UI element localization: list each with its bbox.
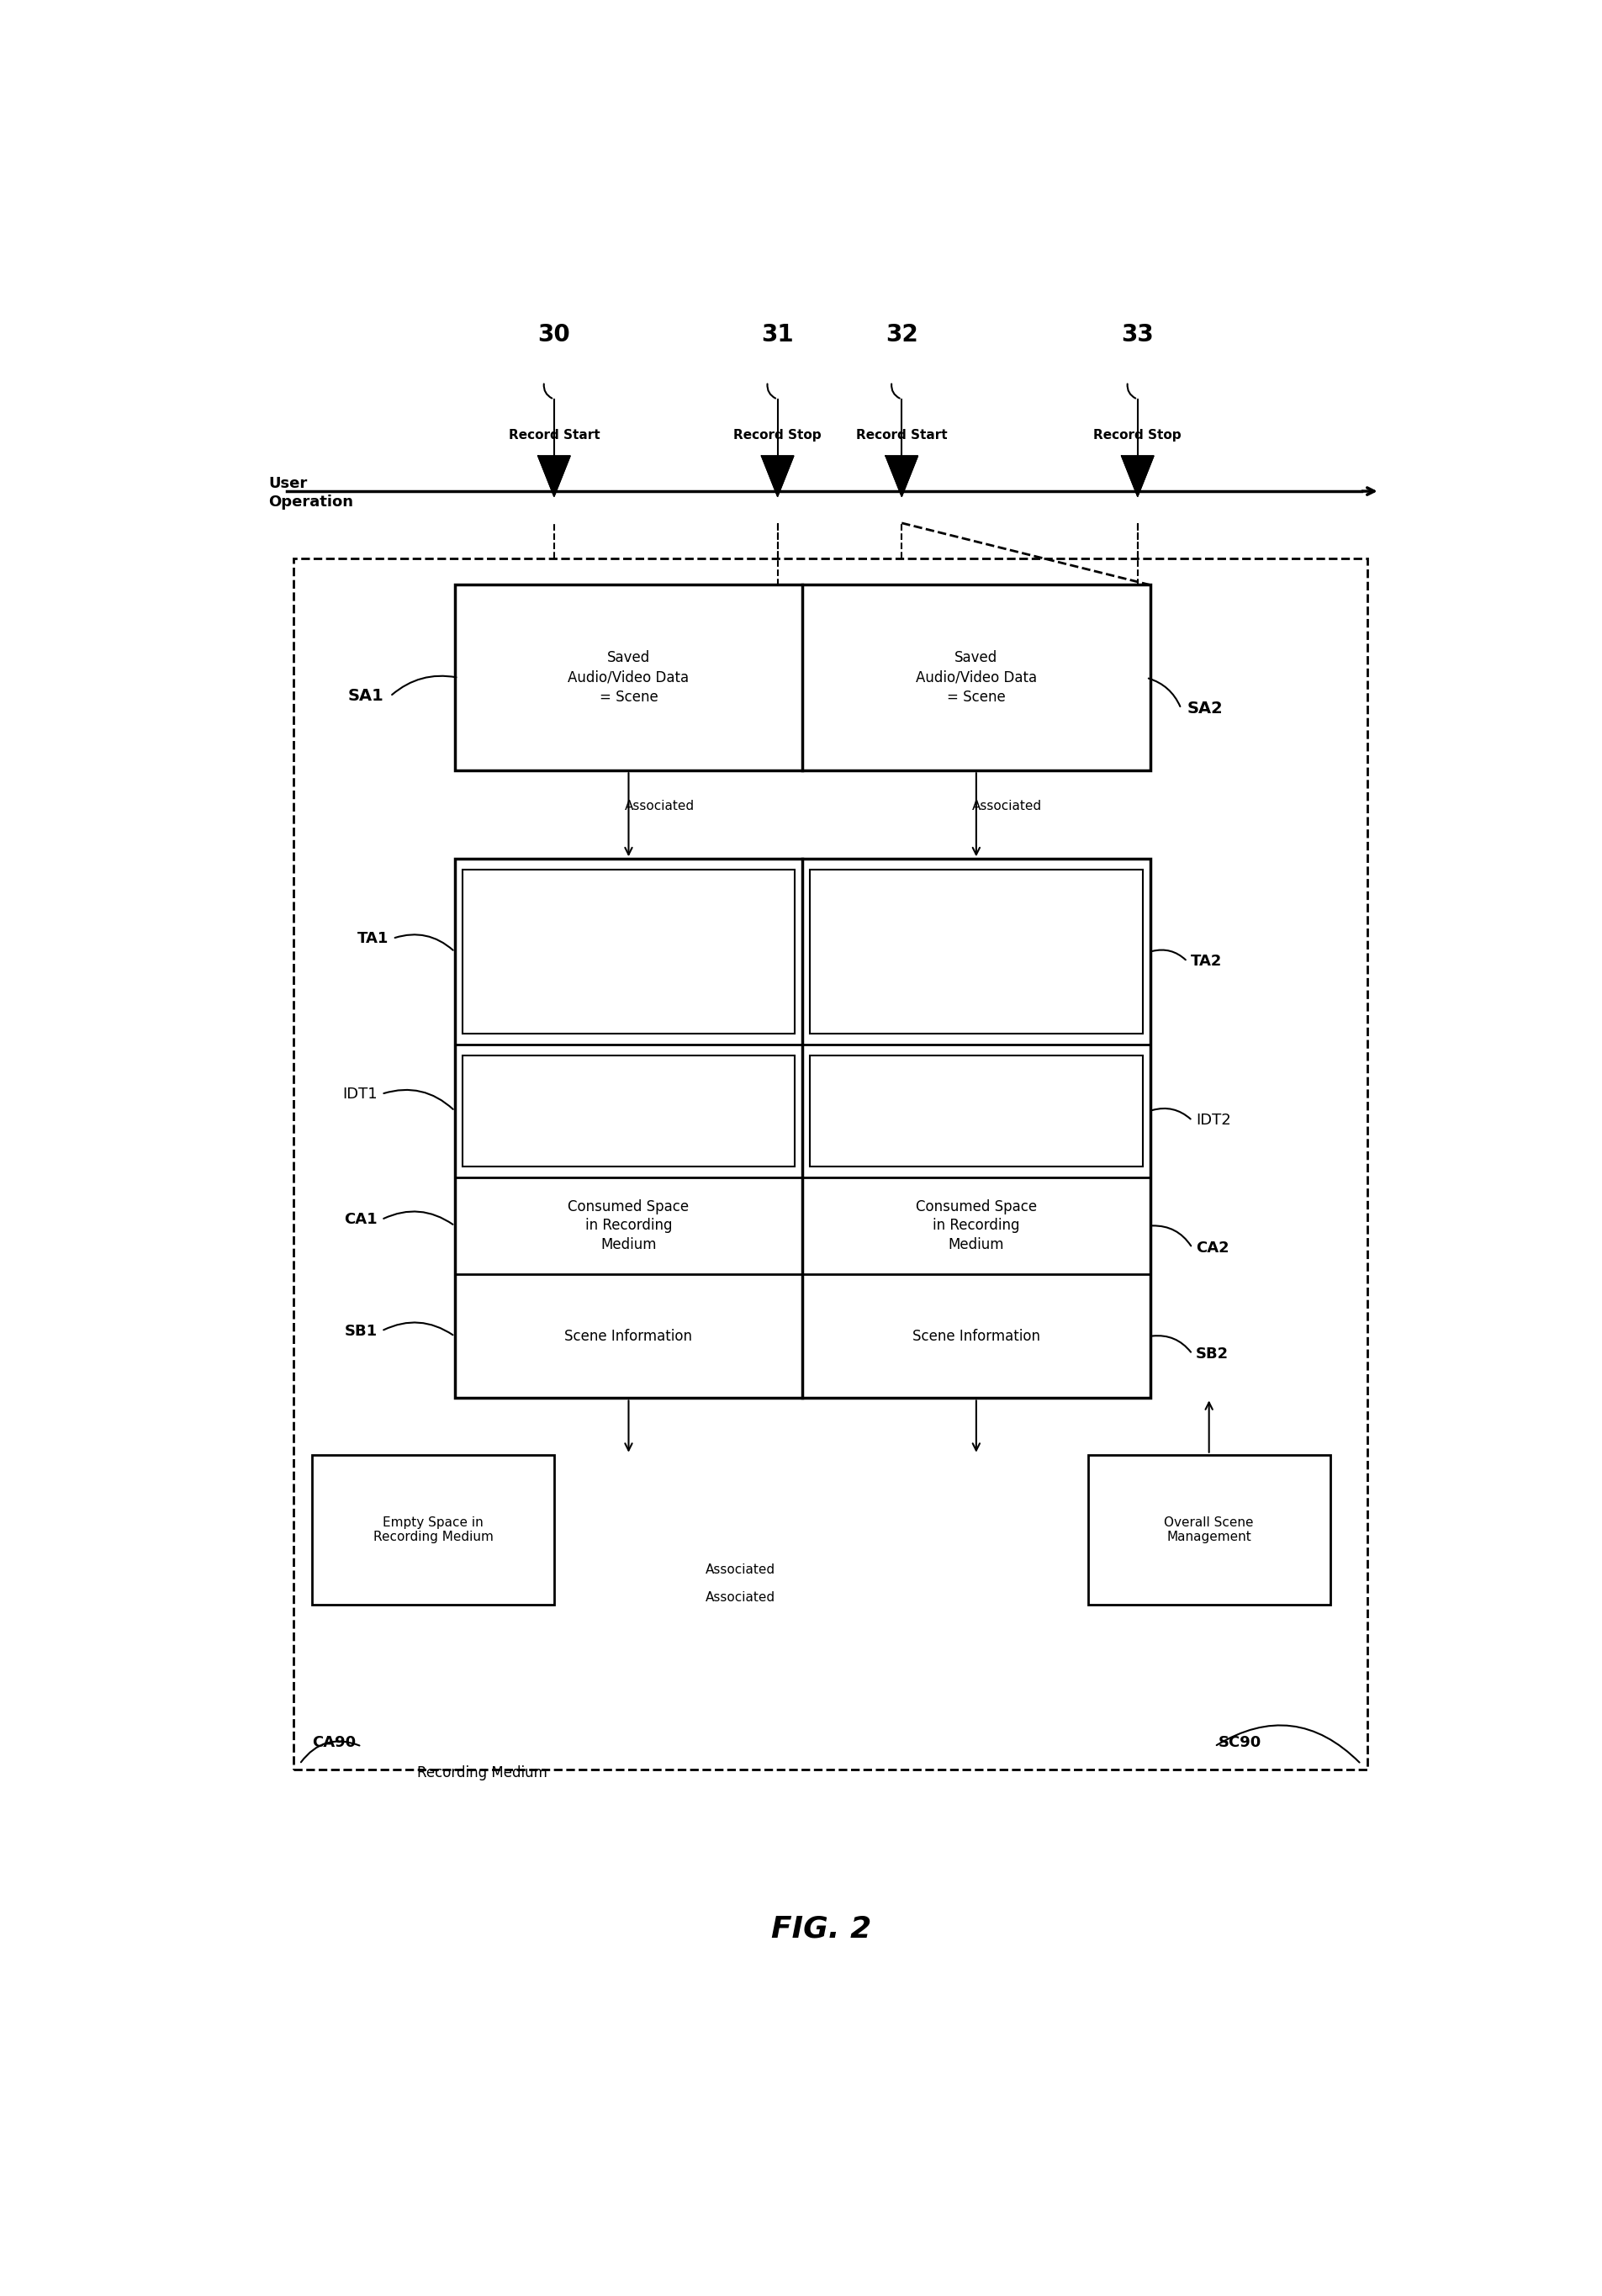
FancyBboxPatch shape [463, 870, 795, 1033]
Text: TA2: TA2 [1190, 953, 1222, 969]
FancyBboxPatch shape [1088, 1456, 1330, 1605]
Text: Saved
Audio/Video Data
= Scene: Saved Audio/Video Data = Scene [916, 650, 1036, 705]
Text: CA90: CA90 [312, 1736, 356, 1750]
Text: SA1: SA1 [348, 689, 384, 705]
Text: Record Start: Record Start [855, 429, 947, 441]
Text: Index: Index [609, 1104, 647, 1118]
Text: Playback Time: Playback Time [578, 944, 679, 960]
Text: CA2: CA2 [1197, 1240, 1229, 1256]
Text: SA2: SA2 [1187, 700, 1224, 716]
Text: TA1: TA1 [357, 930, 389, 946]
Text: IDT2: IDT2 [1197, 1114, 1230, 1127]
Text: Recording Medium: Recording Medium [418, 1766, 548, 1779]
Text: Associated: Associated [625, 799, 695, 813]
Text: Record Start: Record Start [508, 429, 599, 441]
Polygon shape [761, 457, 793, 496]
FancyBboxPatch shape [455, 859, 1150, 1398]
Text: Associated: Associated [705, 1591, 775, 1605]
Text: IDT1: IDT1 [343, 1086, 378, 1102]
Text: Associated: Associated [972, 799, 1043, 813]
Text: Consumed Space
in Recording
Medium: Consumed Space in Recording Medium [916, 1199, 1036, 1251]
Text: SB1: SB1 [344, 1322, 378, 1339]
Text: SC90: SC90 [1218, 1736, 1261, 1750]
Text: Scene Information: Scene Information [564, 1329, 692, 1343]
Text: Index: Index [956, 1104, 995, 1118]
Text: Associated: Associated [705, 1564, 775, 1575]
Text: Scene Information: Scene Information [912, 1329, 1040, 1343]
Text: FIG. 2: FIG. 2 [771, 1915, 871, 1942]
Text: 32: 32 [886, 324, 918, 347]
FancyBboxPatch shape [811, 870, 1142, 1033]
Text: Empty Space in
Recording Medium: Empty Space in Recording Medium [373, 1515, 493, 1543]
Text: SB2: SB2 [1197, 1345, 1229, 1362]
Text: Consumed Space
in Recording
Medium: Consumed Space in Recording Medium [569, 1199, 689, 1251]
Text: CA1: CA1 [344, 1212, 378, 1226]
Polygon shape [538, 457, 570, 496]
Text: Playback Time: Playback Time [926, 944, 1027, 960]
FancyBboxPatch shape [455, 585, 1150, 771]
FancyBboxPatch shape [463, 1056, 795, 1166]
Text: User
Operation: User Operation [269, 475, 354, 510]
Text: Saved
Audio/Video Data
= Scene: Saved Audio/Video Data = Scene [569, 650, 689, 705]
Text: 31: 31 [761, 324, 795, 347]
FancyBboxPatch shape [293, 558, 1368, 1770]
Text: Overall Scene
Management: Overall Scene Management [1165, 1515, 1254, 1543]
Polygon shape [886, 457, 918, 496]
Text: Record Stop: Record Stop [1094, 429, 1182, 441]
FancyBboxPatch shape [312, 1456, 554, 1605]
FancyBboxPatch shape [811, 1056, 1142, 1166]
Text: Record Stop: Record Stop [734, 429, 822, 441]
Text: 33: 33 [1121, 324, 1153, 347]
Text: 30: 30 [538, 324, 570, 347]
Polygon shape [1121, 457, 1153, 496]
